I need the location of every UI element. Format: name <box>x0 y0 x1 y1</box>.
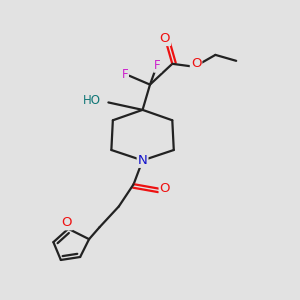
Text: F: F <box>122 68 128 81</box>
Text: O: O <box>61 216 72 229</box>
Text: O: O <box>160 182 170 194</box>
Text: N: N <box>138 154 147 167</box>
Text: F: F <box>154 59 161 72</box>
Text: HO: HO <box>83 94 101 107</box>
Text: O: O <box>160 32 170 45</box>
Text: O: O <box>191 57 201 70</box>
